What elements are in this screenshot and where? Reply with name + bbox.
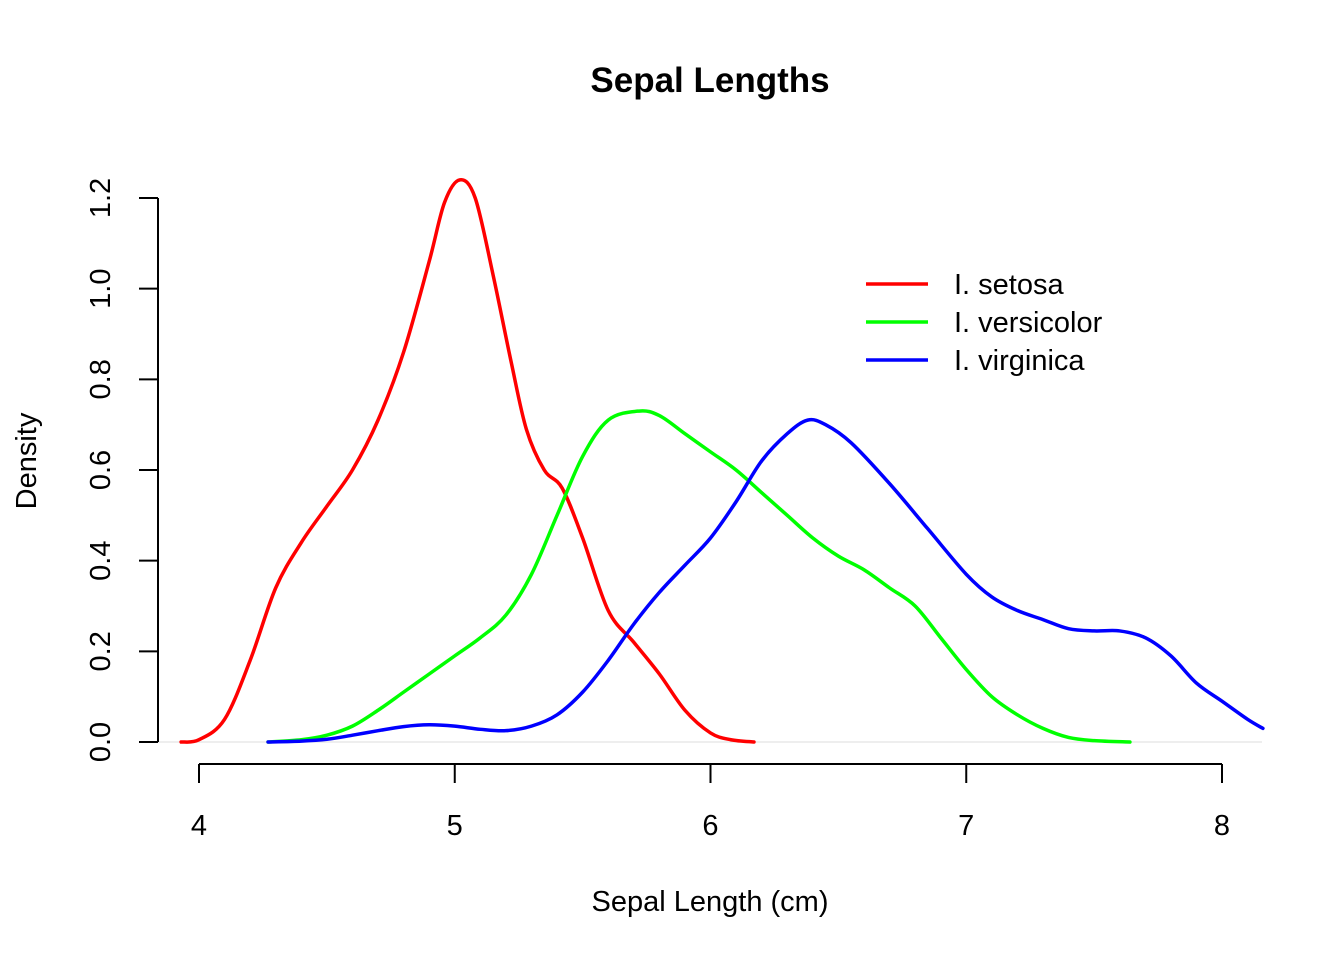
y-tick-label-5: 1.0: [85, 269, 117, 309]
y-tick-label-0: 0.0: [85, 722, 117, 762]
legend-label-setosa: I. setosa: [954, 269, 1064, 301]
legend: I. setosa I. versicolor I. virginica: [866, 269, 1103, 377]
x-axis: 4 5 6 7 8: [191, 763, 1230, 842]
x-tick-label-3: 7: [958, 810, 974, 842]
y-tick-label-4: 0.8: [85, 359, 117, 399]
y-axis-label: Density: [11, 412, 43, 509]
y-tick-label-2: 0.4: [85, 541, 117, 581]
x-tick-label-0: 4: [191, 810, 207, 842]
series-line-setosa: [179, 178, 756, 744]
y-tick-label-6: 1.2: [85, 178, 117, 218]
chart-title: Sepal Lengths: [590, 61, 829, 100]
y-axis: 0.0 0.2 0.4 0.6 0.8 1.0 1.2: [85, 178, 159, 762]
legend-label-virginica: I. virginica: [954, 345, 1085, 377]
series-line-virginica: [266, 417, 1265, 744]
y-tick-label-1: 0.2: [85, 631, 117, 671]
legend-label-versicolor: I. versicolor: [954, 307, 1103, 339]
x-axis-label: Sepal Length (cm): [592, 886, 829, 918]
series-line-versicolor: [266, 409, 1132, 744]
x-tick-label-1: 5: [447, 810, 463, 842]
series-layer: [179, 178, 1265, 744]
x-tick-label-2: 6: [702, 810, 718, 842]
y-tick-label-3: 0.6: [85, 450, 117, 490]
x-tick-label-4: 8: [1214, 810, 1230, 842]
